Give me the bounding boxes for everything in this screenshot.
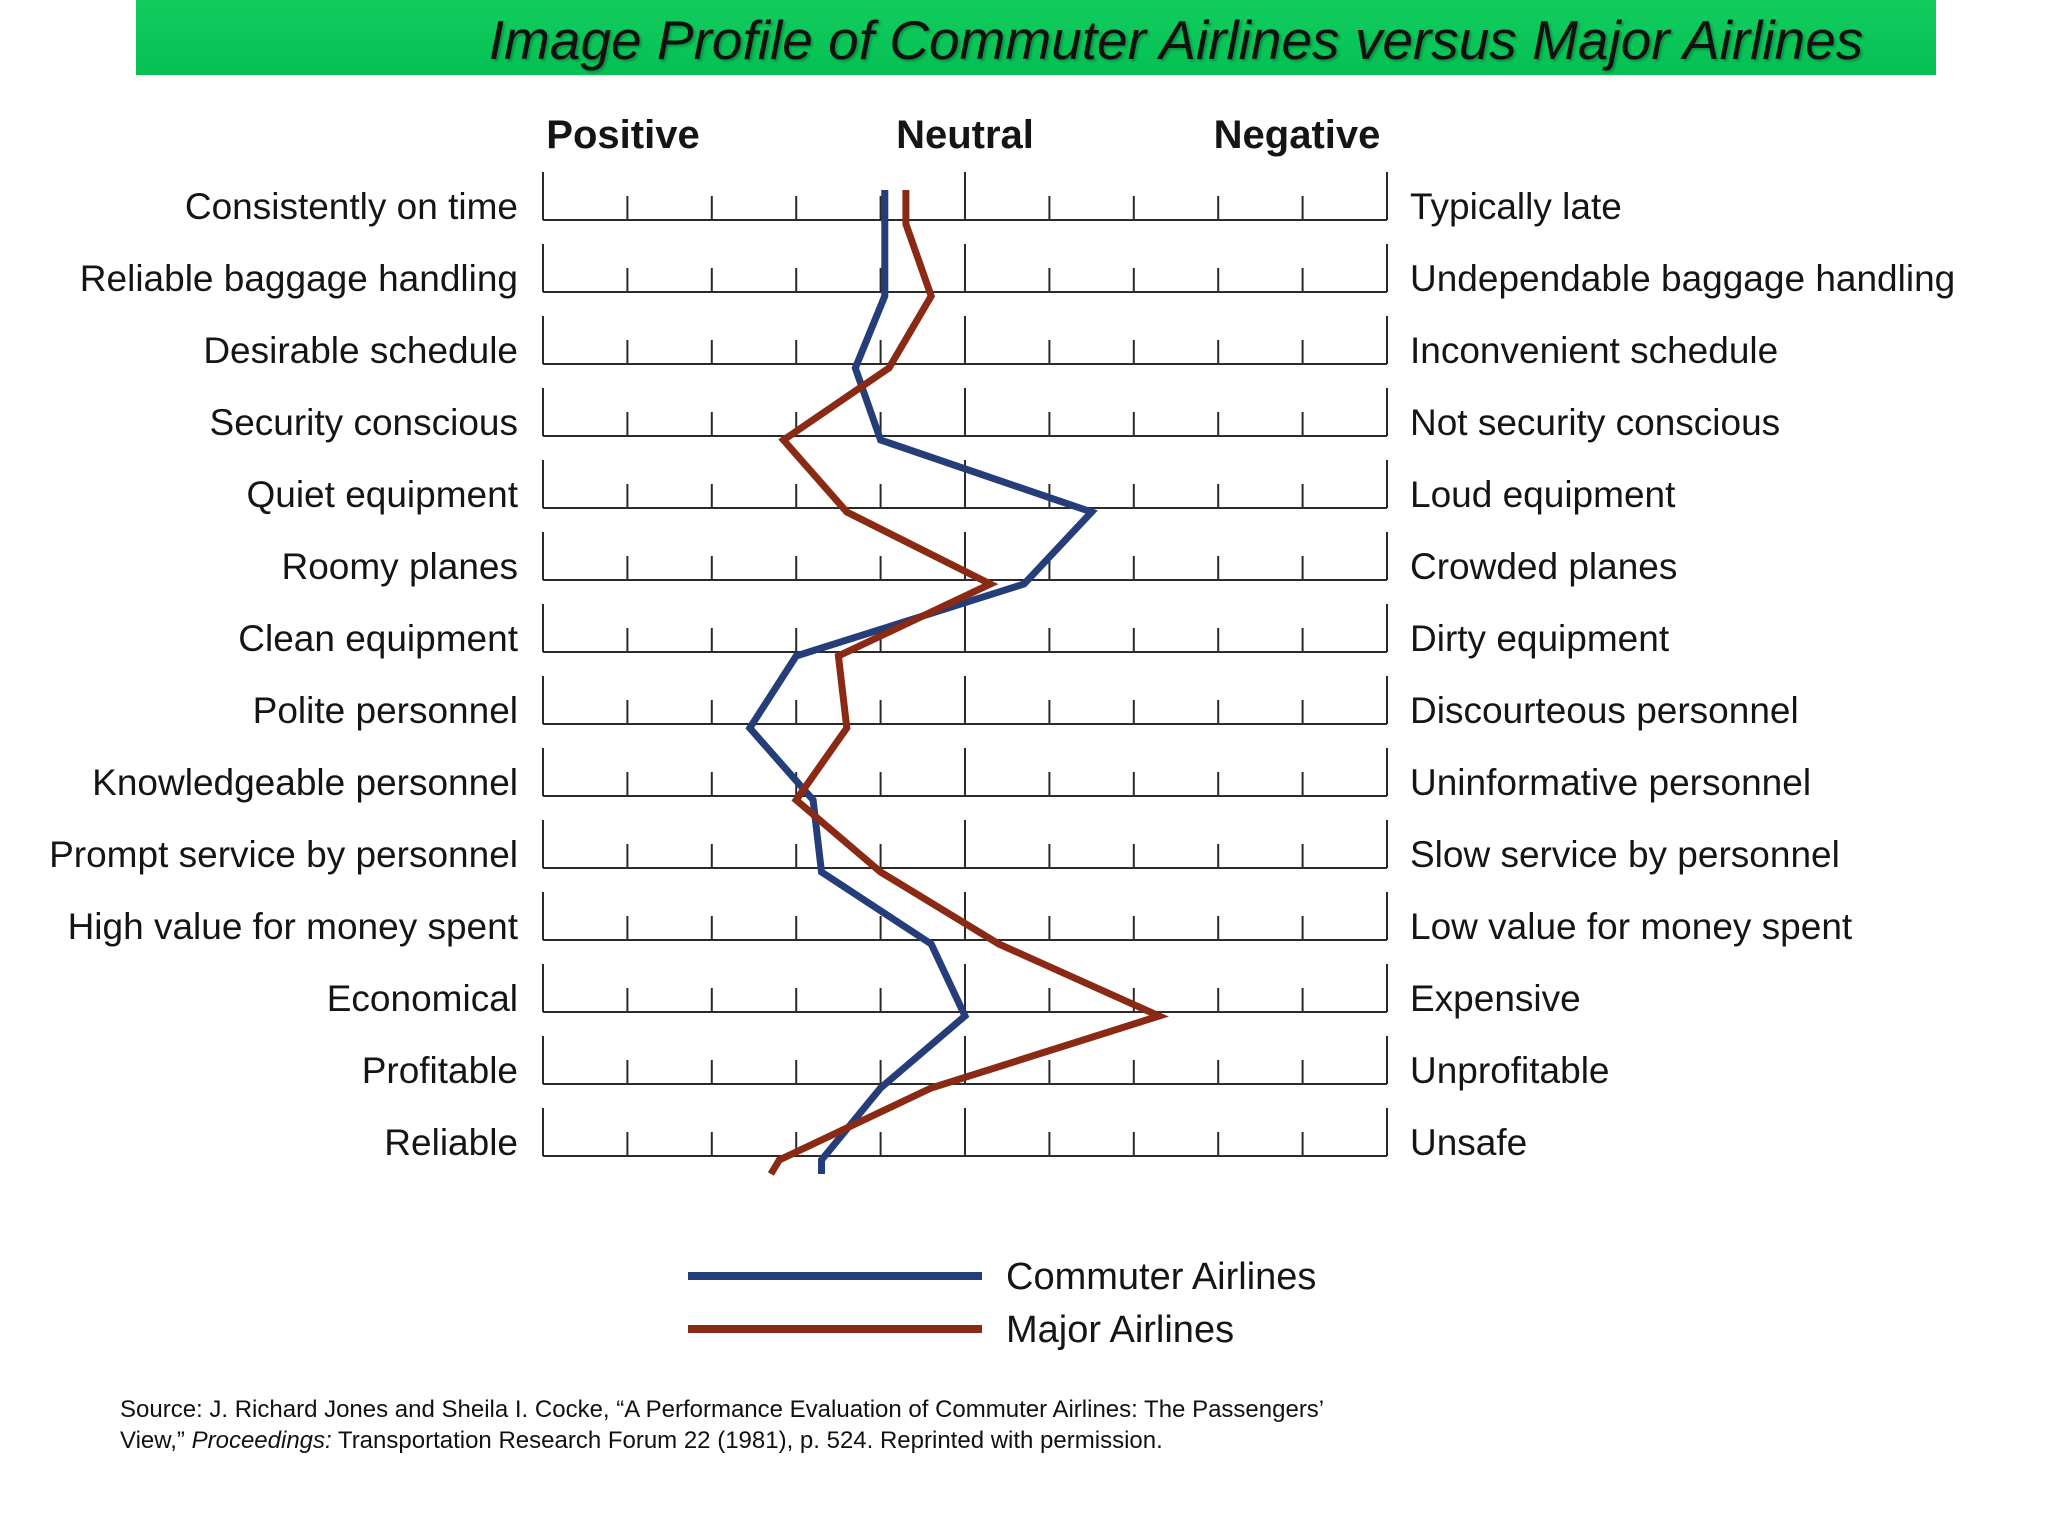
right-label: Not security conscious [1410,402,1780,443]
right-label: Crowded planes [1410,546,1677,587]
left-label: Desirable schedule [203,330,518,371]
right-label: Undependable baggage handling [1410,258,1955,299]
source-line-2-start: View,” [120,1427,192,1454]
left-label: Knowledgeable personnel [92,762,518,803]
left-label: Reliable [384,1122,518,1163]
right-label: Loud equipment [1410,474,1676,515]
scale-row: Reliable Unsafe [384,1108,1527,1163]
scale-row: Security conscious Not security conscious [210,388,1780,443]
scale-row: High value for money spent Low value for … [68,892,1853,947]
series-line-major [767,190,1169,1176]
left-label: Prompt service by personnel [49,834,518,875]
series-line-commuter [745,190,1098,1174]
scale-row: Quiet equipment Loud equipment [246,460,1676,515]
left-label: Profitable [362,1050,518,1091]
scale-row: Knowledgeable personnel Uninformative per… [92,748,1811,803]
left-label: Polite personnel [253,690,518,731]
right-label: Slow service by personnel [1410,834,1840,875]
scale-row: Roomy planes Crowded planes [281,532,1677,587]
page-title: Image Profile of Commuter Airlines versu… [488,9,1864,71]
scale-row: Reliable baggage handling Undependable ba… [80,244,1955,299]
source-citation: Source: J. Richard Jones and Sheila I. C… [120,1394,1520,1456]
left-label: High value for money spent [68,906,519,947]
right-label: Discourteous personnel [1410,690,1799,731]
left-label: Reliable baggage handling [80,258,518,299]
scale-row: Profitable Unprofitable [362,1036,1610,1091]
right-label: Low value for money spent [1410,906,1853,947]
title-banner: Image Profile of Commuter Airlines versu… [136,0,1936,75]
right-label: Expensive [1410,978,1581,1019]
source-line-2-end: Transportation Research Forum 22 (1981),… [331,1427,1163,1454]
scale-header-negative: Negative [1214,113,1381,157]
right-label: Uninformative personnel [1410,762,1811,803]
right-label: Unprofitable [1410,1050,1610,1091]
source-journal: Proceedings: [191,1427,332,1454]
left-label: Clean equipment [238,618,518,659]
left-label: Roomy planes [281,546,518,587]
scale-row: Consistently on time Typically late [185,172,1622,227]
left-label: Economical [327,978,518,1019]
legend-label: Major Airlines [1006,1309,1234,1351]
left-label: Security conscious [210,402,518,443]
left-label: Quiet equipment [246,474,518,515]
scale-row: Desirable schedule Inconvenient schedule [203,316,1778,371]
right-label: Inconvenient schedule [1410,330,1778,371]
source-line-1: Source: J. Richard Jones and Sheila I. C… [120,1396,1325,1423]
scale-row: Polite personnel Discourteous personnel [253,676,1799,731]
right-label: Dirty equipment [1410,618,1670,659]
right-label: Typically late [1410,186,1622,227]
scale-row: Clean equipment Dirty equipment [238,604,1670,659]
scale-row: Prompt service by personnel Slow service … [49,820,1840,875]
scale-header-positive: Positive [546,113,699,157]
left-label: Consistently on time [185,186,518,227]
scale-header-neutral: Neutral [896,113,1034,157]
right-label: Unsafe [1410,1122,1527,1163]
legend-label: Commuter Airlines [1006,1256,1316,1298]
